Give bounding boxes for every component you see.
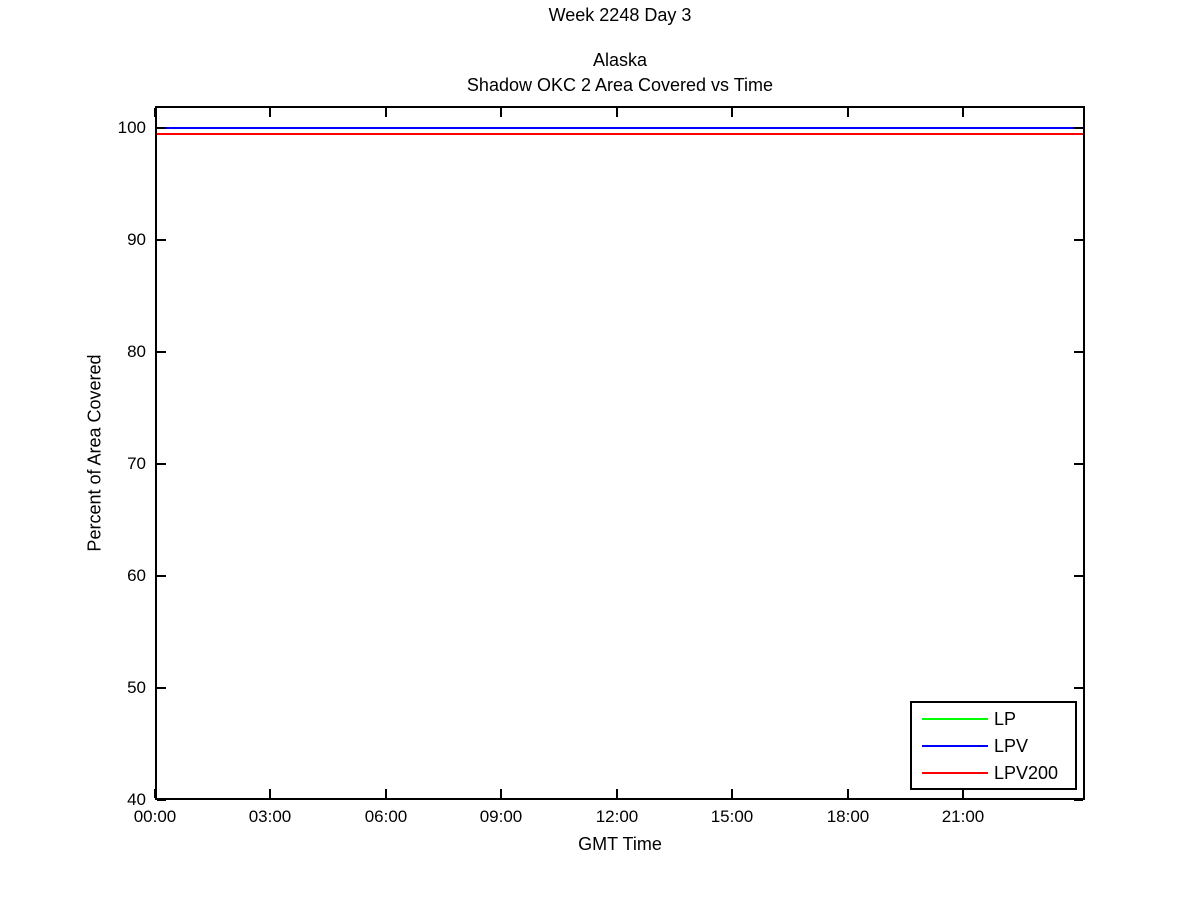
y-tick-right [1074, 127, 1083, 129]
legend-box: LP LPV LPV200 [910, 701, 1077, 790]
x-tick-bottom [385, 789, 387, 798]
y-tick-left [157, 351, 166, 353]
y-tick-left [157, 239, 166, 241]
y-tick-label: 80 [127, 342, 146, 361]
legend-line-sample-lp [922, 717, 988, 720]
figure-suptitle: Week 2248 Day 3 [548, 5, 692, 25]
x-tick-top [962, 108, 964, 117]
legend-label-lp: LP [994, 708, 1017, 729]
x-tick-top [731, 108, 733, 117]
x-tick-top [500, 108, 502, 117]
y-tick-left [157, 575, 166, 577]
x-tick-bottom [500, 789, 502, 798]
x-tick-top [269, 108, 271, 117]
y-tick-right [1074, 239, 1083, 241]
x-tick-bottom [616, 789, 618, 798]
x-tick-label: 21:00 [941, 807, 985, 826]
x-tick-bottom [962, 789, 964, 798]
x-tick-label: 12:00 [595, 807, 639, 826]
y-tick-label: 60 [127, 566, 146, 585]
x-tick-top [847, 108, 849, 117]
x-axis-label: GMT Time [578, 834, 662, 854]
legend-row-lp: LP [922, 709, 1075, 729]
x-tick-label: 06:00 [364, 807, 408, 826]
y-tick-right [1074, 687, 1083, 689]
y-tick-right [1074, 799, 1083, 801]
y-tick-left [157, 463, 166, 465]
axes-title-line-2: Shadow OKC 2 Area Covered vs Time [466, 75, 774, 95]
y-tick-label: 50 [127, 678, 146, 697]
x-tick-top [385, 108, 387, 117]
x-tick-bottom [269, 789, 271, 798]
x-tick-label: 18:00 [826, 807, 870, 826]
x-tick-bottom [731, 789, 733, 798]
legend-label-lpv200: LPV200 [994, 762, 1059, 783]
series-line-lpv [157, 127, 1083, 129]
y-tick-left [157, 127, 166, 129]
legend-label-lpv: LPV [994, 735, 1029, 756]
x-tick-bottom [154, 789, 156, 798]
x-tick-label: 15:00 [710, 807, 754, 826]
plot-area [155, 106, 1085, 800]
x-tick-bottom [847, 789, 849, 798]
x-tick-top [154, 108, 156, 117]
y-tick-label: 70 [127, 454, 146, 473]
y-tick-right [1074, 575, 1083, 577]
x-tick-label: 09:00 [479, 807, 523, 826]
series-line-lpv200 [157, 133, 1083, 135]
x-tick-top [616, 108, 618, 117]
axes-title-line-1: Alaska [592, 50, 648, 70]
y-tick-right [1074, 351, 1083, 353]
y-axis-label: Percent of Area Covered [84, 354, 105, 552]
y-tick-label: 90 [127, 230, 146, 249]
legend-line-sample-lpv [922, 744, 988, 747]
legend-row-lpv200: LPV200 [922, 763, 1075, 783]
y-tick-right [1074, 463, 1083, 465]
axes-title: Alaska Shadow OKC 2 Area Covered vs Time [155, 48, 1085, 98]
legend-row-lpv: LPV [922, 736, 1075, 756]
y-tick-left [157, 799, 166, 801]
legend-line-sample-lpv200 [922, 771, 988, 774]
y-tick-label: 100 [117, 118, 146, 137]
x-tick-label: 03:00 [248, 807, 292, 826]
y-tick-left [157, 687, 166, 689]
x-tick-label: 00:00 [133, 807, 177, 826]
y-tick-label: 40 [127, 790, 146, 809]
